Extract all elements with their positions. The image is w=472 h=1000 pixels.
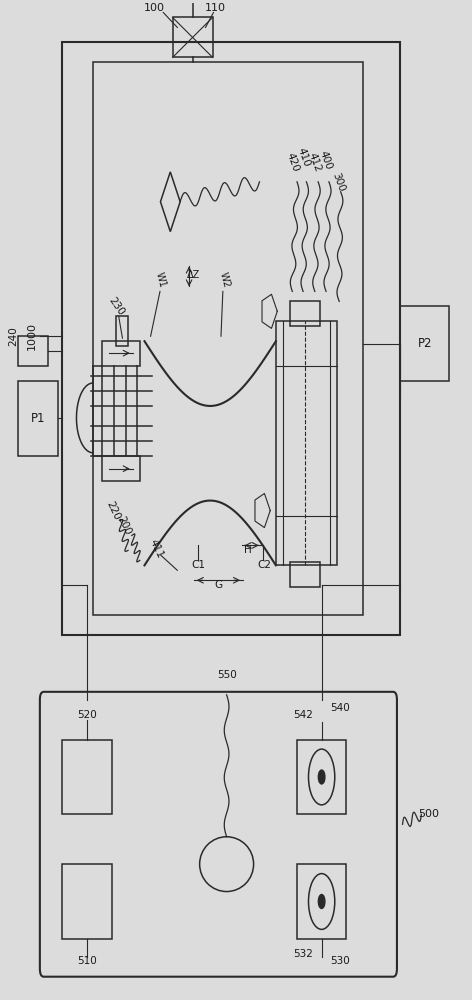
Bar xyxy=(18,381,58,456)
Bar xyxy=(102,456,140,481)
Text: 100: 100 xyxy=(143,3,164,13)
Text: 540: 540 xyxy=(330,703,350,713)
Text: W1: W1 xyxy=(154,271,168,288)
Text: 240: 240 xyxy=(8,326,18,346)
Text: 412: 412 xyxy=(307,151,323,173)
Text: 220: 220 xyxy=(104,499,122,522)
Text: 530: 530 xyxy=(330,956,350,966)
Bar xyxy=(297,864,346,939)
Bar xyxy=(297,740,346,814)
Bar xyxy=(102,341,140,366)
Text: ΔZ: ΔZ xyxy=(187,270,201,280)
Text: G: G xyxy=(215,580,223,590)
Bar xyxy=(276,321,337,565)
Text: 510: 510 xyxy=(77,956,97,966)
Bar xyxy=(400,306,449,381)
Bar xyxy=(173,17,212,57)
Text: C2: C2 xyxy=(257,560,271,570)
Text: 300: 300 xyxy=(330,171,346,193)
Text: 411: 411 xyxy=(148,537,165,560)
Text: 110: 110 xyxy=(204,3,226,13)
Text: 532: 532 xyxy=(293,949,313,959)
Text: 520: 520 xyxy=(77,710,97,720)
Text: H: H xyxy=(244,545,252,555)
Text: 230: 230 xyxy=(107,295,126,317)
Bar xyxy=(18,336,48,366)
Text: 500: 500 xyxy=(418,809,439,819)
Text: 200: 200 xyxy=(116,514,133,536)
Text: P1: P1 xyxy=(31,412,45,425)
Bar xyxy=(117,316,128,346)
Text: W2: W2 xyxy=(218,270,231,288)
Bar xyxy=(62,42,400,635)
Bar xyxy=(290,301,320,326)
Bar xyxy=(93,62,362,615)
Text: 420: 420 xyxy=(284,151,300,173)
Text: C1: C1 xyxy=(192,560,205,570)
Bar xyxy=(62,740,112,814)
Text: P2: P2 xyxy=(418,337,432,350)
Bar xyxy=(290,562,320,587)
Circle shape xyxy=(318,895,325,908)
Text: 1000: 1000 xyxy=(27,322,37,350)
Text: 542: 542 xyxy=(293,710,313,720)
Text: 400: 400 xyxy=(318,149,334,171)
Text: 410: 410 xyxy=(296,146,312,168)
Bar xyxy=(62,864,112,939)
Text: 550: 550 xyxy=(217,670,236,680)
Circle shape xyxy=(318,770,325,784)
